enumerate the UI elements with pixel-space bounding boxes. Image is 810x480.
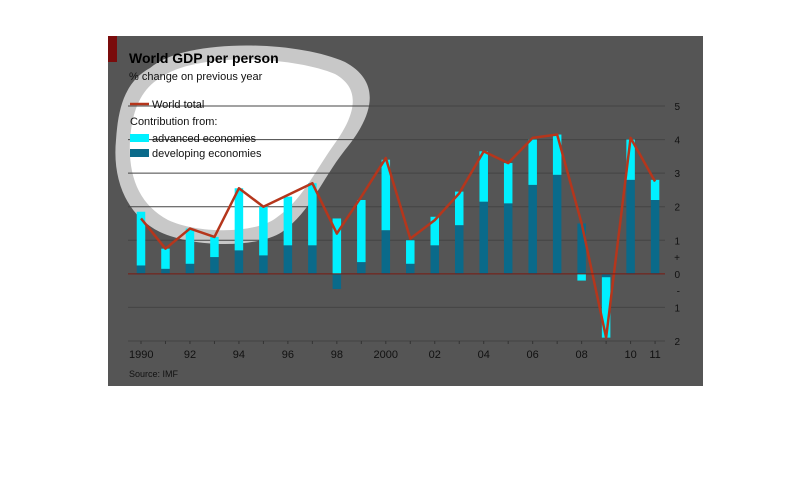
world-total-line — [140, 133, 657, 339]
source-note: Source: IMF — [129, 369, 179, 379]
bar-developing — [283, 245, 293, 274]
bar-developing — [577, 223, 586, 274]
x-tick-label: 06 — [527, 349, 539, 361]
bar-advanced — [381, 159, 391, 231]
y-sign-minus: - — [677, 287, 680, 298]
y-sign-plus: + — [674, 253, 680, 264]
bar-developing — [161, 268, 170, 274]
y-tick-label: 2 — [674, 337, 680, 348]
bar-advanced — [406, 240, 415, 264]
bar-advanced — [601, 277, 611, 338]
bar-developing — [528, 184, 537, 274]
x-tick-label: 10 — [624, 349, 636, 361]
bar-advanced — [454, 191, 464, 226]
bars — [136, 134, 660, 338]
bar-developing — [381, 230, 391, 274]
legend-developing-swatch — [130, 149, 149, 157]
x-tick-label: 08 — [576, 349, 588, 361]
bar-advanced — [552, 134, 562, 175]
x-tick-label: 2000 — [374, 349, 398, 361]
bar-advanced — [528, 139, 537, 185]
y-tick-label: 5 — [674, 102, 680, 113]
bar-advanced — [332, 218, 342, 274]
x-tick-label: 11 — [649, 349, 660, 361]
x-tick-label: 98 — [331, 349, 343, 361]
y-tick-label: 4 — [674, 136, 680, 147]
highlight-inner — [129, 59, 353, 231]
bar-advanced — [210, 236, 219, 258]
bar-advanced — [283, 196, 293, 246]
y-tick-label: 2 — [674, 203, 680, 214]
bar-advanced — [650, 179, 660, 200]
legend-advanced-swatch — [130, 134, 149, 142]
bar-developing — [503, 203, 513, 274]
x-tick-label: 02 — [429, 349, 441, 361]
x-tick-label: 94 — [233, 349, 245, 361]
x-tick-label: 96 — [282, 349, 294, 361]
bar-developing — [136, 265, 146, 274]
bar-advanced — [161, 248, 170, 269]
x-tick-label: 1990 — [129, 349, 153, 361]
y-tick-label: 1 — [674, 236, 680, 247]
bar-developing — [357, 262, 366, 274]
chart-subtitle: % change on previous year — [129, 71, 263, 83]
bar-developing — [185, 263, 195, 274]
bar-developing — [332, 273, 342, 289]
bar-developing — [479, 201, 488, 274]
bar-developing — [210, 257, 219, 274]
x-tick-label: 04 — [478, 349, 490, 361]
legend-line-label: World total — [152, 99, 204, 111]
bar-developing — [430, 245, 440, 274]
bar-developing — [650, 200, 660, 274]
x-tick-label: 92 — [184, 349, 196, 361]
chart-title: World GDP per person — [129, 50, 279, 66]
bar-advanced — [626, 139, 635, 180]
legend-advanced-label: advanced economies — [152, 133, 256, 145]
legend: World total Contribution from: advanced … — [130, 99, 262, 160]
bar-advanced — [259, 206, 268, 256]
bar-advanced — [185, 228, 195, 264]
bar-advanced — [136, 211, 146, 266]
bar-advanced — [479, 151, 488, 202]
bar-developing — [259, 255, 268, 274]
y-tick-label: 0 — [674, 270, 680, 281]
bar-developing — [626, 179, 635, 274]
legend-contribution-label: Contribution from: — [130, 116, 217, 128]
bar-advanced — [234, 188, 244, 251]
y-tick-label: 3 — [674, 169, 680, 180]
bar-developing — [234, 250, 244, 274]
bar-developing — [406, 263, 415, 274]
bar-developing — [552, 174, 562, 274]
bar-developing — [308, 245, 317, 274]
y-tick-label: 1 — [674, 303, 680, 314]
bar-advanced — [430, 216, 440, 246]
bar-developing — [454, 225, 464, 274]
bar-advanced — [577, 273, 586, 281]
bar-advanced — [308, 183, 317, 246]
bar-advanced — [503, 163, 513, 204]
world-total-polyline — [140, 133, 657, 339]
accent-bar — [108, 36, 117, 62]
legend-developing-label: developing economies — [152, 148, 262, 160]
bar-developing — [601, 273, 611, 278]
grid — [128, 105, 665, 342]
bar-advanced — [357, 200, 366, 263]
